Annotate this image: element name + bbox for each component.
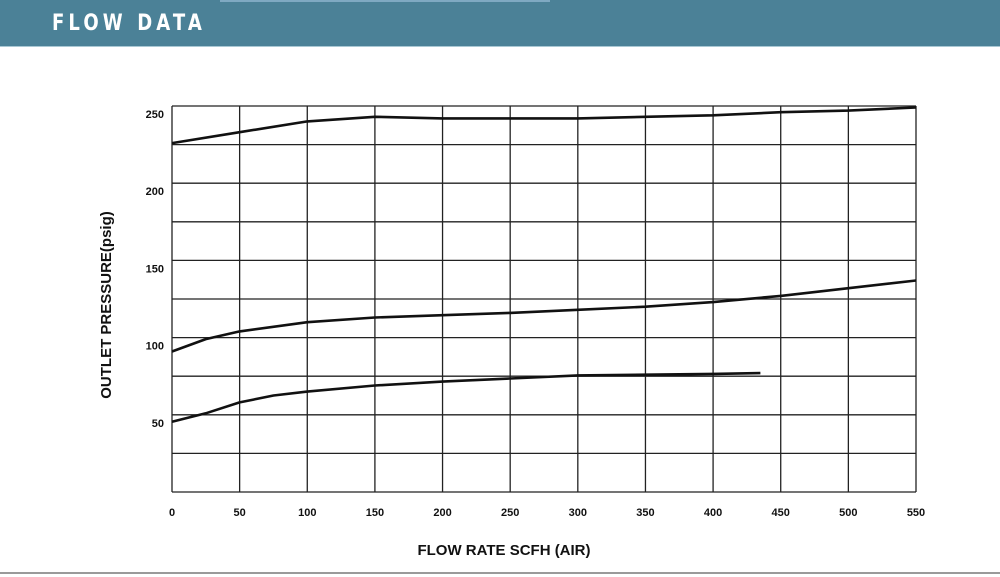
y-tick-label: 200 bbox=[146, 186, 164, 198]
x-tick-label: 50 bbox=[234, 507, 246, 519]
x-tick-label: 150 bbox=[366, 507, 384, 519]
header-banner: FLOW DATA bbox=[0, 0, 1000, 47]
bottom-divider bbox=[0, 572, 1000, 574]
series-line-low bbox=[171, 371, 761, 423]
x-tick-label: 200 bbox=[433, 507, 451, 519]
x-tick-label: 300 bbox=[569, 507, 587, 519]
x-tick-label: 250 bbox=[501, 507, 519, 519]
x-tick-label: 400 bbox=[704, 507, 722, 519]
x-axis-label: FLOW RATE SCFH (AIR) bbox=[417, 542, 590, 559]
x-tick-label: 350 bbox=[636, 507, 654, 519]
banner-accent-strip bbox=[220, 0, 550, 2]
x-tick-label: 0 bbox=[169, 507, 175, 519]
series-line-mid bbox=[171, 279, 917, 353]
series-line-high bbox=[171, 106, 917, 145]
y-tick-label: 100 bbox=[146, 341, 164, 353]
y-axis-label: OUTLET PRESSURE(psig) bbox=[98, 211, 115, 399]
y-tick-label: 250 bbox=[146, 109, 164, 121]
x-tick-label: 450 bbox=[772, 507, 790, 519]
x-tick-label: 550 bbox=[907, 507, 925, 519]
y-tick-label: 150 bbox=[146, 263, 164, 275]
x-tick-label: 500 bbox=[839, 507, 857, 519]
y-tick-label: 50 bbox=[152, 418, 164, 430]
page-title: FLOW DATA bbox=[52, 11, 206, 36]
x-tick-label: 100 bbox=[298, 507, 316, 519]
